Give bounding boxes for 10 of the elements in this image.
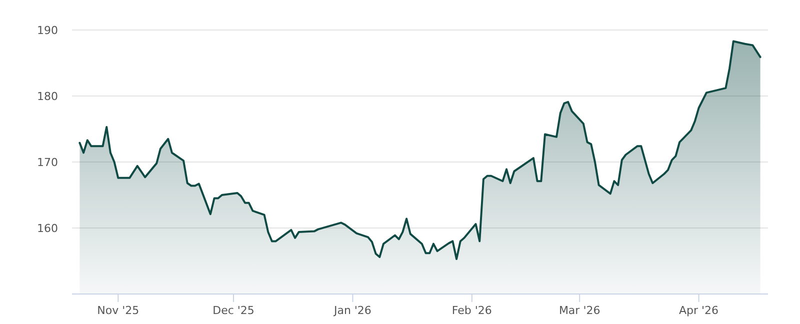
y-tick-label: 190	[37, 24, 58, 37]
y-tick-label: 180	[37, 90, 58, 103]
y-tick-label: 160	[37, 222, 58, 235]
x-tick-label: Dec '25	[212, 304, 254, 317]
y-tick-label: 170	[37, 156, 58, 169]
x-tick-label: Mar '26	[558, 304, 600, 317]
x-tick-label: Feb '26	[452, 304, 492, 317]
x-tick-label: Jan '26	[332, 304, 372, 317]
x-tick-label: Nov '25	[97, 304, 140, 317]
x-tick-label: Apr '26	[679, 304, 719, 317]
